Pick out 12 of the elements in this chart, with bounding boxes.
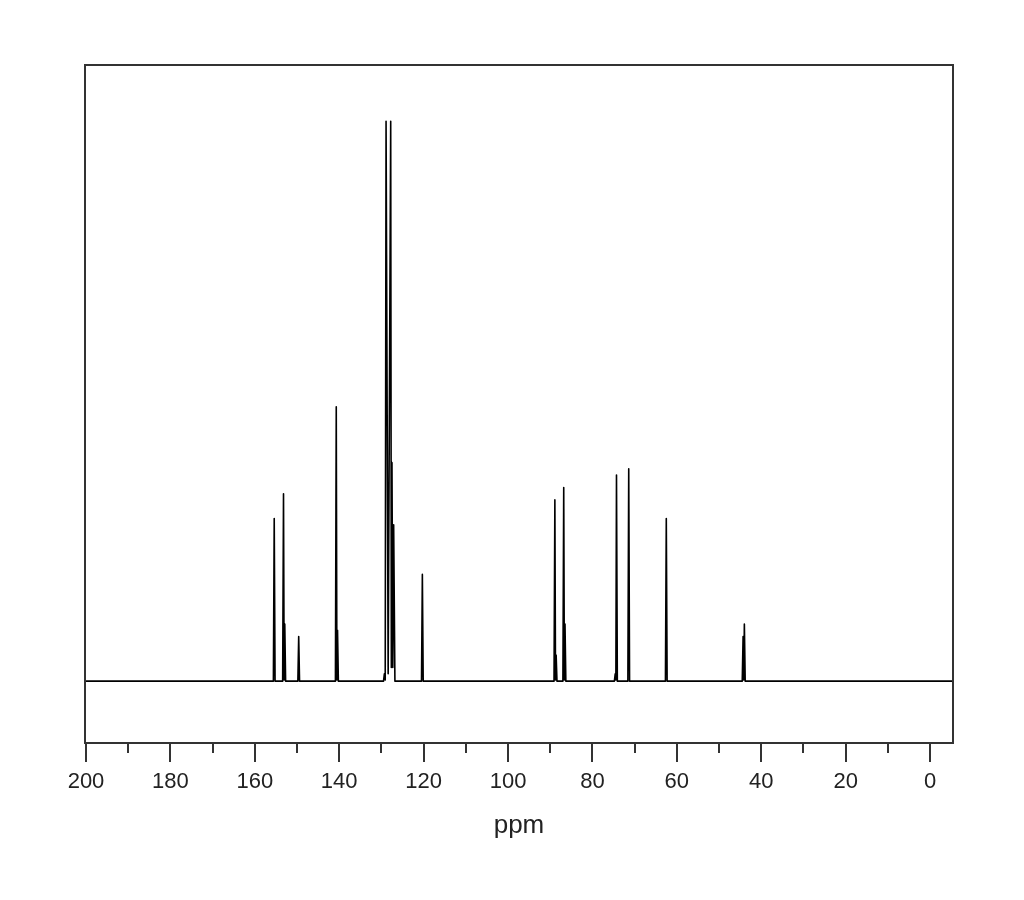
x-tick-label: 20	[833, 768, 858, 794]
x-tick-label: 140	[320, 768, 358, 794]
x-tick-label: 60	[664, 768, 690, 794]
x-tick-label: 40	[749, 768, 774, 794]
x-tick-label: 120	[405, 768, 442, 794]
x-tick-label: 180	[152, 768, 189, 794]
x-axis-title: ppm	[493, 808, 545, 839]
x-tick-label: 80	[580, 768, 605, 794]
x-tick-label: 0	[923, 768, 937, 794]
x-tick-label: 100	[489, 768, 527, 794]
x-tick-label: 200	[67, 768, 105, 794]
x-tick-label: 160	[236, 768, 274, 794]
